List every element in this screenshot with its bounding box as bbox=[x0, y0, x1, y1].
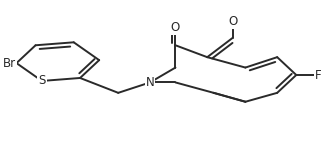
Text: O: O bbox=[228, 15, 237, 28]
Text: O: O bbox=[171, 21, 180, 34]
Text: Br: Br bbox=[3, 57, 17, 70]
Text: S: S bbox=[38, 74, 46, 87]
Text: F: F bbox=[315, 69, 322, 81]
Text: N: N bbox=[146, 76, 155, 89]
